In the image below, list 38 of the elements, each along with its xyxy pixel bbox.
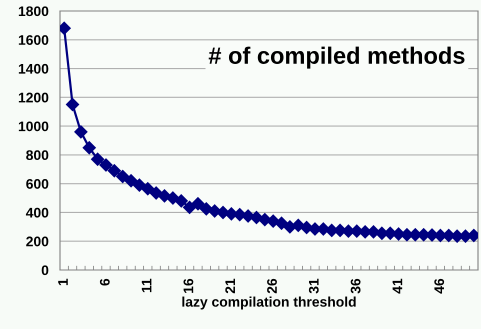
x-tick-label: 36 — [350, 278, 361, 294]
x-tick-label: 31 — [308, 278, 319, 294]
point — [166, 191, 180, 205]
x-tick-label: 46 — [434, 278, 444, 294]
x-axis-title: lazy compilation threshold — [182, 296, 356, 310]
x-tick-label: 26 — [267, 278, 277, 294]
point — [141, 182, 154, 196]
point — [99, 158, 113, 172]
text: # of compiled methods — [208, 46, 465, 69]
y-tick-label: 1400 — [18, 64, 48, 74]
x-tick-label: 1 — [58, 278, 68, 286]
y-tick-label: 1800 — [18, 6, 48, 16]
point — [150, 186, 163, 200]
point — [91, 152, 104, 166]
y-tick-label: 1000 — [18, 121, 48, 132]
y-tick-label: 800 — [26, 150, 48, 160]
point — [66, 98, 80, 112]
y-tick-label: 0 — [42, 265, 48, 276]
point — [174, 194, 188, 208]
point — [274, 216, 288, 230]
x-tick-label: 21 — [225, 278, 235, 294]
point — [124, 174, 138, 188]
y-tick-label: 200 — [26, 236, 48, 246]
x-tick-label: 6 — [100, 278, 110, 286]
x-tick-label: 11 — [142, 278, 152, 292]
x-tick-label: 16 — [183, 278, 194, 293]
point — [108, 164, 121, 178]
x-tick-label: 41 — [392, 278, 402, 294]
point — [116, 170, 130, 184]
point — [74, 125, 88, 138]
y-tick-label: 1200 — [18, 92, 48, 103]
point — [191, 197, 205, 210]
point — [132, 178, 146, 192]
point — [82, 141, 96, 154]
y-tick-label: 1600 — [18, 35, 48, 45]
y-tick-label: 400 — [26, 208, 48, 218]
y-tick-label: 600 — [26, 179, 48, 189]
point — [182, 200, 196, 214]
